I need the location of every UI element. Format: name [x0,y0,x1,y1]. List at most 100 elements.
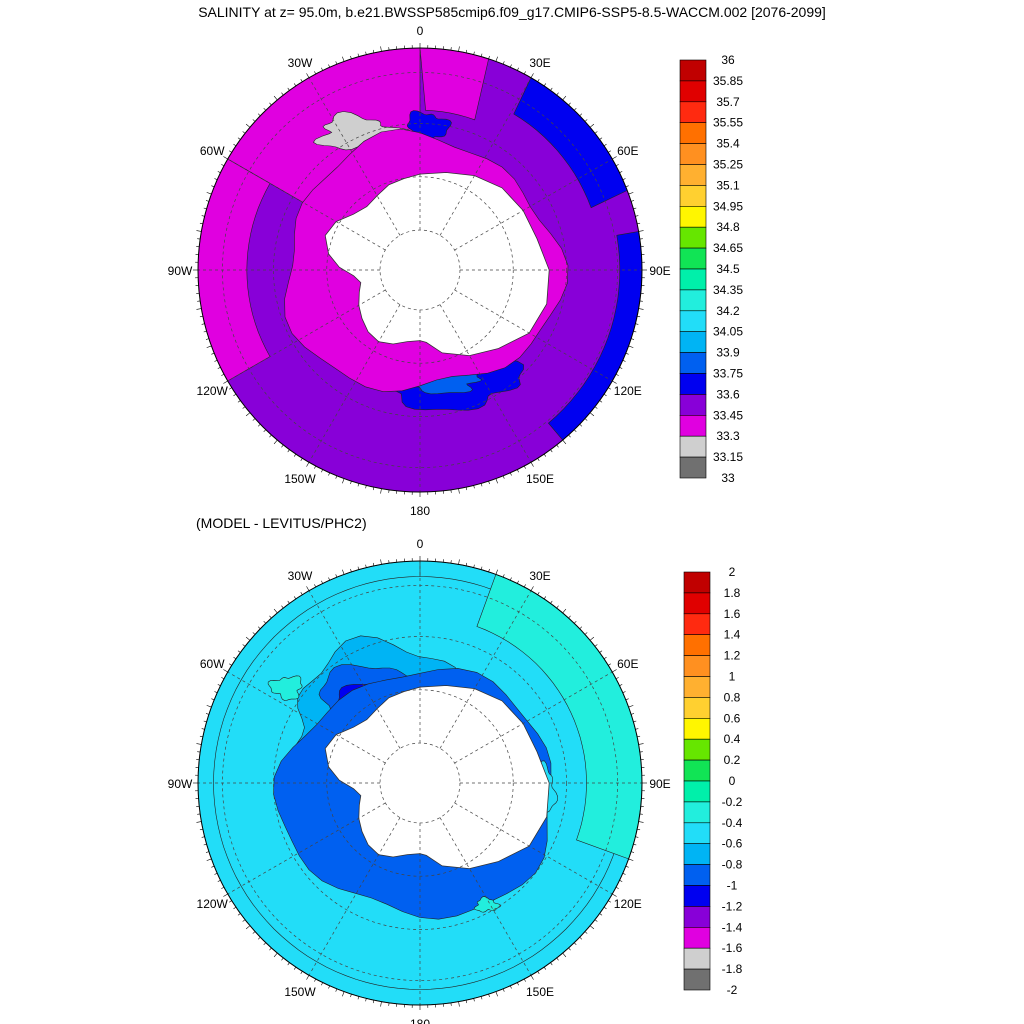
map-tick [537,79,540,82]
map-tick [495,569,498,575]
latitude-gridline [326,689,514,877]
colorbar-box [679,185,707,207]
colorbar-box [683,697,711,719]
map-tick [612,669,617,673]
colorbar-box [679,289,707,312]
map-tick [205,713,209,715]
colorbar-label: 33 [721,471,735,485]
colorbar-label: 33.6 [716,387,740,401]
map-tick [233,393,237,397]
map-tick [594,644,598,647]
map-tick [217,171,221,173]
map-tick [631,851,635,853]
colorbar-label: 2 [729,565,736,579]
map-tick [465,1000,468,1004]
map-tick [242,131,246,134]
map-tick [201,728,205,730]
colorbar-box [679,206,707,228]
map-tick [619,367,623,369]
map-tick [223,156,228,160]
map-tick [217,367,221,369]
map-tick [257,113,261,117]
map-tick [263,429,267,433]
colorbar-box [679,80,707,103]
longitude-label: 90E [649,264,670,278]
colorbar-box [683,822,711,844]
map-tick [357,996,360,1000]
map-tick [517,982,519,986]
map-tick [321,469,323,473]
map-tick [622,360,626,362]
colorbar-box [683,968,711,991]
colorbar-label: 1.6 [724,607,741,621]
map-tick [517,67,519,71]
map-tick [314,71,317,75]
map-tick [573,107,577,111]
colorbar-label: -0.2 [722,795,743,809]
map-tick [252,931,256,934]
map-tick [223,669,228,673]
map-tick [619,171,623,173]
map-tick [300,592,303,595]
map-tick [502,988,505,992]
map-tick [365,51,367,55]
map-tick [365,485,367,489]
colorbar-label: 0.2 [724,753,741,767]
map-tick [380,488,382,494]
map-tick [342,991,345,997]
meridian-gridline [227,289,386,382]
colorbar-label: 0.8 [724,690,741,704]
map-tick [488,568,490,572]
meridian-gridline [308,590,401,749]
map-tick [287,87,290,91]
map-tick [510,472,512,476]
longitude-label: 180 [410,1017,430,1024]
map-tick [537,592,540,595]
map-tick [269,434,272,438]
map-tick [628,192,634,195]
map-tick [625,185,629,188]
map-tick [573,620,577,624]
map-tick [335,574,338,578]
meridian-gridline [454,289,613,382]
colorbar-box [683,592,711,615]
map-tick [201,215,205,217]
longitude-label: 0 [417,537,424,551]
map-tick [273,95,278,101]
map-tick [199,828,203,831]
map-tick [233,656,237,660]
map-tick [214,873,218,875]
longitude-label: 150E [526,985,554,999]
longitude-label: 30W [288,56,313,70]
map-tick [589,925,595,930]
colorbar-box [679,101,707,124]
map-tick [257,936,261,940]
map-tick [196,308,202,310]
colorbar-label: 34.5 [716,262,740,276]
map-tick [635,728,639,730]
map-tick [206,192,212,195]
map-tick [221,373,225,376]
map-tick [300,458,303,461]
longitude-label: 150W [284,472,316,486]
longitude-label: 120W [197,384,229,398]
map-tick [537,971,540,974]
map-tick [637,828,641,831]
map-tick [579,626,583,630]
map-tick [199,735,203,738]
colorbar-box [679,373,707,395]
map-tick [237,913,241,916]
colorbar-box [683,864,711,886]
difference-map-panel: 0 30E 60E 90E 120E 150E 180 150W 120W 90W 60W 30W [168,537,671,1024]
map-tick [633,330,637,333]
salinity-map-panel: 0 30E 60E 90E 120E 150E 180 150W 120W 90W 60W 30W [168,24,671,518]
map-tick [635,215,639,217]
colorbar-label: 1 [729,670,736,684]
map-tick [568,947,571,951]
colorbar-label: 35.7 [716,95,740,109]
longitude-label: 30E [529,569,550,583]
colorbar-label: -1 [727,879,738,893]
map-tick [458,559,460,565]
colorbar-box [683,613,711,635]
map-tick [603,393,607,397]
